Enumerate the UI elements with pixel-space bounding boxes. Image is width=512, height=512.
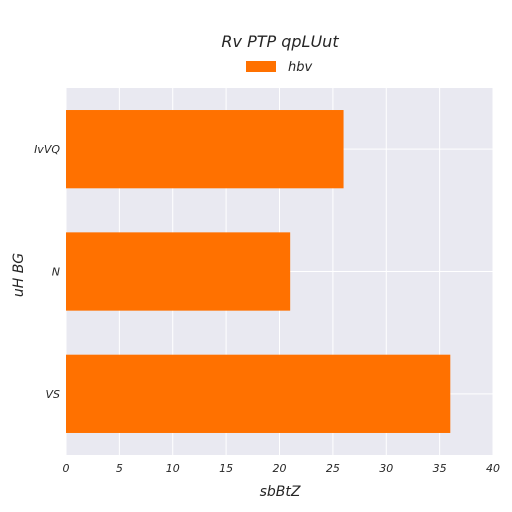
x-axis-label: sbBtZ	[260, 484, 301, 500]
y-axis-ticks: IvVQ N VS	[34, 143, 60, 401]
x-tick-label-3: 15	[219, 462, 233, 475]
chart-title: Rv PTP qpLUut	[221, 32, 339, 51]
y-tick-label-0: IvVQ	[34, 143, 60, 156]
bar-VS	[66, 354, 451, 433]
bar-IvVQ	[66, 110, 344, 189]
x-tick-label-7: 35	[433, 462, 447, 475]
y-axis-label: uH BG	[11, 253, 27, 297]
x-axis-ticks: 0 5 10 15 20 25 30 35 40	[63, 462, 501, 475]
y-tick-label-1: N	[52, 266, 60, 279]
x-tick-label-4: 20	[273, 462, 287, 475]
legend: hbv	[246, 60, 312, 75]
x-tick-label-6: 30	[379, 462, 393, 475]
x-tick-label-0: 0	[63, 462, 70, 475]
x-tick-label-8: 40	[486, 462, 500, 475]
legend-label: hbv	[288, 60, 312, 75]
bars	[66, 110, 451, 433]
x-tick-label-5: 25	[326, 462, 340, 475]
x-tick-label-2: 10	[166, 462, 180, 475]
legend-swatch	[246, 61, 276, 72]
y-tick-label-2: VS	[45, 388, 60, 401]
bar-N	[66, 232, 291, 311]
x-tick-label-1: 5	[116, 462, 123, 475]
